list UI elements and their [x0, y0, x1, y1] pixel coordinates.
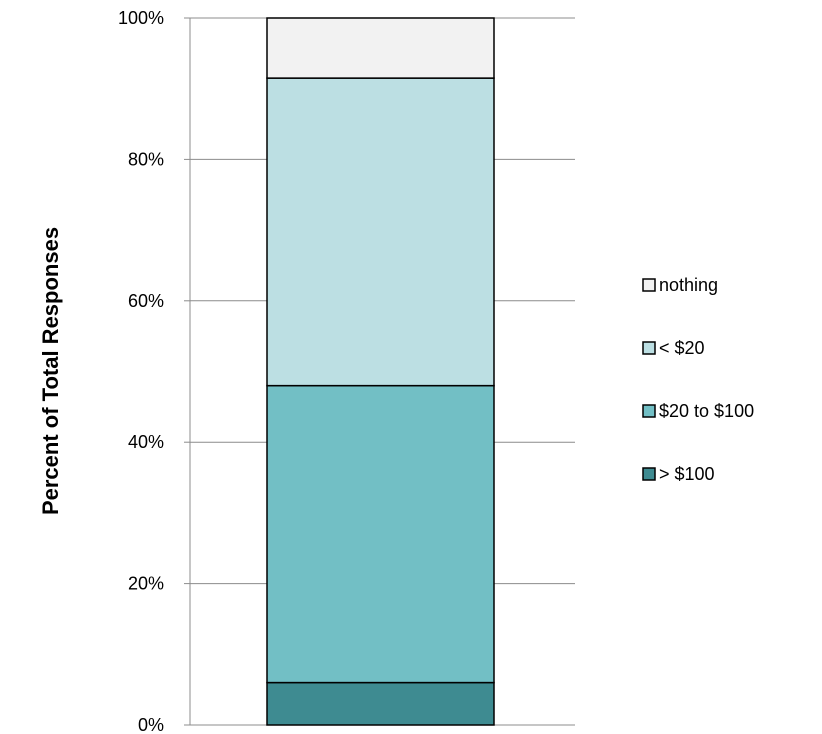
legend-swatch: [642, 341, 656, 355]
legend-swatch: [642, 278, 656, 292]
stacked-bar: [266, 17, 495, 726]
y-axis-title: Percent of Total Responses: [38, 227, 63, 515]
y-tick-label: 80%: [128, 149, 164, 169]
legend-label: < $20: [659, 338, 705, 358]
legend-label: > $100: [659, 464, 715, 484]
bar-segment: [266, 681, 495, 726]
legend: nothing < $20 $20 to $100 > $100: [642, 275, 754, 484]
bar-segment: [266, 384, 495, 684]
y-tick-label: 100%: [118, 8, 164, 28]
legend-swatch: [642, 467, 656, 481]
y-tick-label: 40%: [128, 432, 164, 452]
legend-label: $20 to $100: [659, 401, 754, 421]
y-axis: 0% 20% 40% 60% 80% 100%: [118, 8, 191, 734]
y-tick-label: 20%: [128, 574, 164, 594]
bar-segment: [266, 17, 495, 79]
legend-swatch: [642, 404, 656, 418]
legend-label: nothing: [659, 275, 718, 295]
y-tick-label: 0%: [138, 715, 164, 734]
bar-segment: [266, 77, 495, 387]
y-tick-label: 60%: [128, 291, 164, 311]
